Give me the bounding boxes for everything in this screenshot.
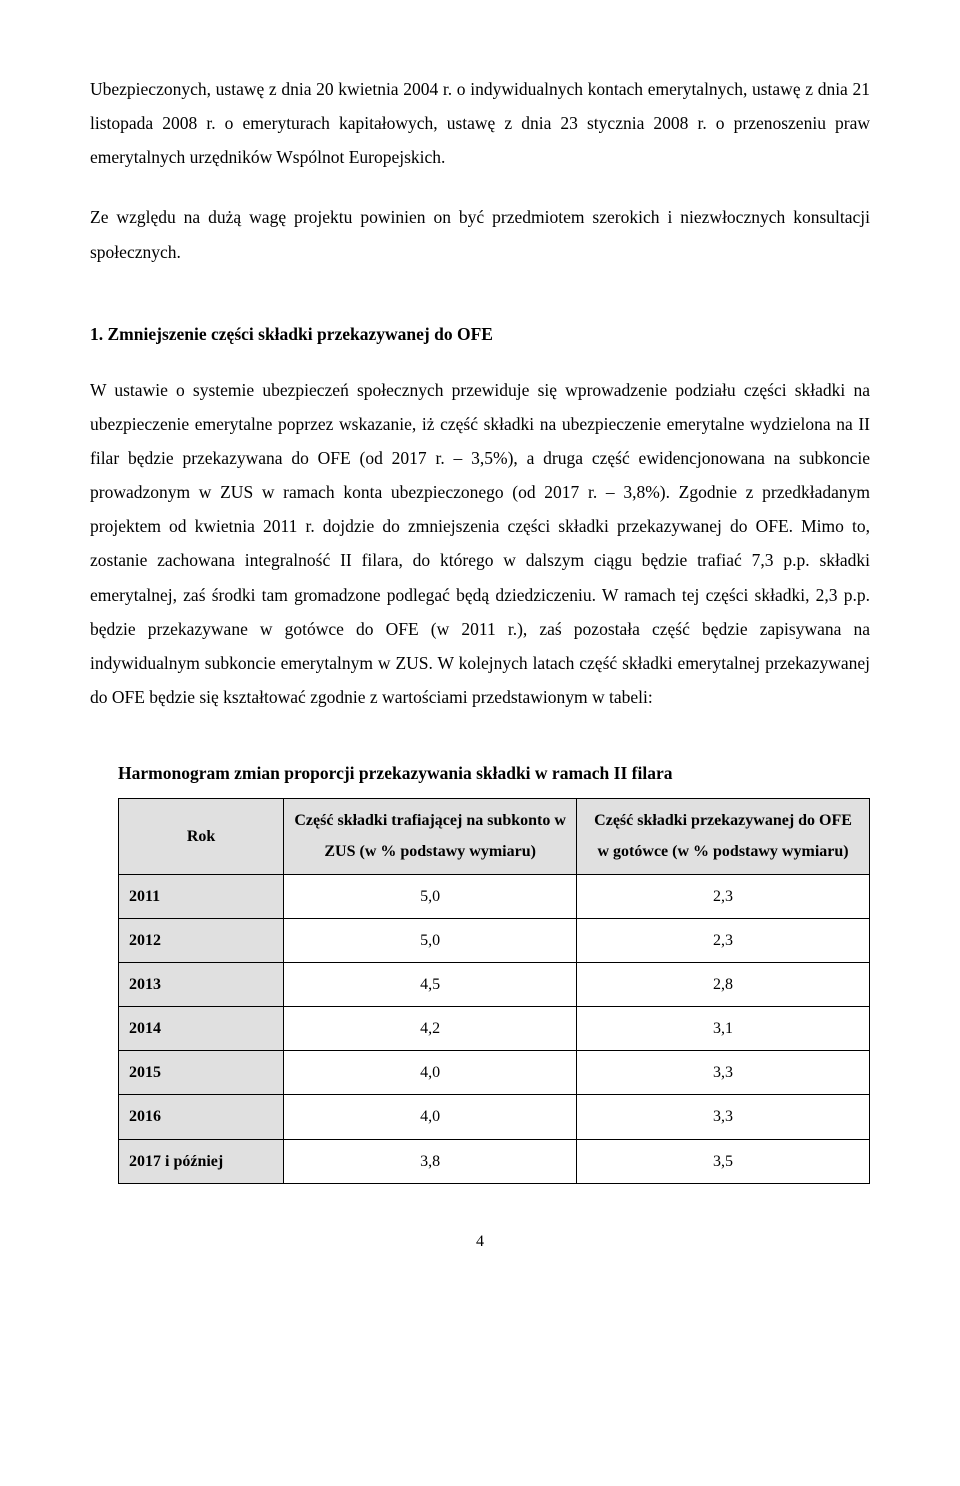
table-cell-ofe: 3,5 xyxy=(577,1139,870,1183)
table-row: 20134,52,8 xyxy=(119,962,870,1006)
table-cell-zus: 5,0 xyxy=(284,918,577,962)
table-cell-zus: 3,8 xyxy=(284,1139,577,1183)
table-cell-year: 2016 xyxy=(119,1095,284,1139)
table-header-year: Rok xyxy=(119,799,284,874)
table-cell-ofe: 3,3 xyxy=(577,1051,870,1095)
table-cell-zus: 4,0 xyxy=(284,1095,577,1139)
table-cell-year: 2015 xyxy=(119,1051,284,1095)
table-cell-year: 2011 xyxy=(119,874,284,918)
table-row: 20144,23,1 xyxy=(119,1007,870,1051)
page-number: 4 xyxy=(90,1226,870,1257)
table-header-row: Rok Część składki trafiającej na subkont… xyxy=(119,799,870,874)
table-cell-zus: 4,2 xyxy=(284,1007,577,1051)
table-title: Harmonogram zmian proporcji przekazywani… xyxy=(90,756,870,790)
section-1-heading: 1. Zmniejszenie części składki przekazyw… xyxy=(90,317,870,351)
table-row: 20154,03,3 xyxy=(119,1051,870,1095)
schedule-table: Rok Część składki trafiającej na subkont… xyxy=(118,798,870,1184)
table-row: 20125,02,3 xyxy=(119,918,870,962)
table-cell-year: 2014 xyxy=(119,1007,284,1051)
table-header-ofe: Część składki przekazywanej do OFE w got… xyxy=(577,799,870,874)
intro-paragraph-1: Ubezpieczonych, ustawę z dnia 20 kwietni… xyxy=(90,72,870,174)
table-row: 20115,02,3 xyxy=(119,874,870,918)
table-row: 20164,03,3 xyxy=(119,1095,870,1139)
section-1-body: W ustawie o systemie ubezpieczeń społecz… xyxy=(90,373,870,714)
table-cell-ofe: 3,1 xyxy=(577,1007,870,1051)
table-cell-zus: 5,0 xyxy=(284,874,577,918)
table-row: 2017 i później3,83,5 xyxy=(119,1139,870,1183)
table-header-zus: Część składki trafiającej na subkonto w … xyxy=(284,799,577,874)
table-cell-zus: 4,0 xyxy=(284,1051,577,1095)
table-cell-year: 2013 xyxy=(119,962,284,1006)
table-cell-ofe: 2,8 xyxy=(577,962,870,1006)
table-cell-zus: 4,5 xyxy=(284,962,577,1006)
intro-paragraph-2: Ze względu na dużą wagę projektu powinie… xyxy=(90,200,870,268)
table-cell-year: 2012 xyxy=(119,918,284,962)
table-cell-ofe: 3,3 xyxy=(577,1095,870,1139)
table-cell-ofe: 2,3 xyxy=(577,874,870,918)
table-cell-year: 2017 i później xyxy=(119,1139,284,1183)
table-cell-ofe: 2,3 xyxy=(577,918,870,962)
